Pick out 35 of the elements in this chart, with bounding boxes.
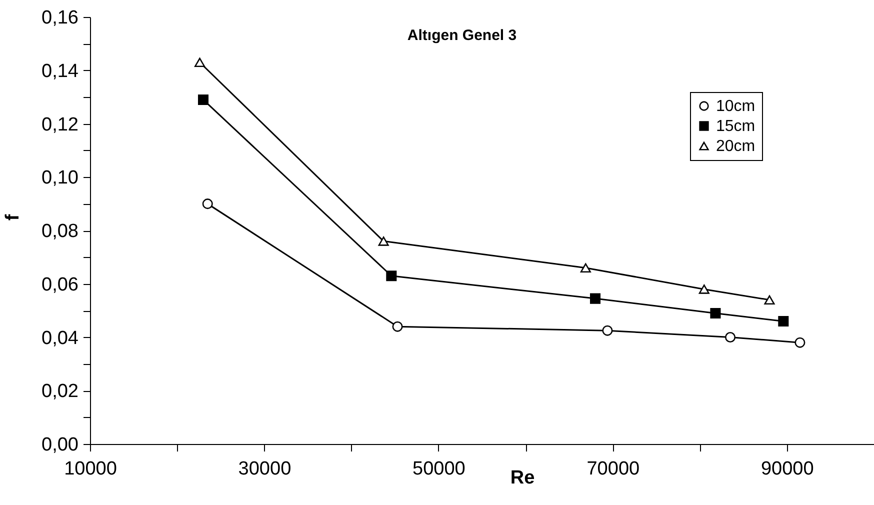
point — [392, 321, 403, 332]
y-tick-label: 0,12 — [42, 114, 78, 136]
y-tick-label: 0,00 — [42, 434, 78, 456]
x-tick-label: 50000 — [412, 458, 466, 480]
text: Altıgen Genel 3 — [407, 27, 517, 44]
y-axis-title: f — [2, 214, 24, 221]
y-tick-label: 0,02 — [42, 381, 78, 402]
x-tick-label: 70000 — [586, 458, 640, 480]
point — [710, 308, 721, 318]
legend-label: 15cm — [716, 118, 756, 135]
x-tick-label: 30000 — [238, 458, 292, 480]
legend-label: 20cm — [716, 138, 756, 155]
x-axis-title: Re — [510, 468, 535, 488]
point — [602, 325, 613, 336]
y-tick-label: 0,16 — [42, 8, 78, 28]
point — [778, 316, 789, 326]
y-tick-label: 0,06 — [42, 274, 78, 296]
y-tick-label: 0,08 — [42, 221, 78, 242]
point — [202, 198, 213, 210]
point — [725, 332, 736, 342]
x-tick-label: 10000 — [64, 458, 117, 480]
point — [378, 236, 389, 246]
point — [764, 295, 775, 305]
y-tick-label: 0,10 — [42, 168, 78, 189]
y-tick-label: 0,04 — [42, 328, 79, 349]
legend-label: 10cm — [716, 98, 756, 115]
point — [590, 293, 601, 304]
point — [794, 337, 806, 348]
point — [386, 270, 397, 282]
y-tick-label: 0,14 — [42, 60, 79, 82]
point — [698, 284, 710, 294]
point — [198, 94, 209, 105]
point — [580, 263, 591, 273]
point — [194, 58, 206, 68]
x-tick-label: 90000 — [760, 458, 814, 480]
